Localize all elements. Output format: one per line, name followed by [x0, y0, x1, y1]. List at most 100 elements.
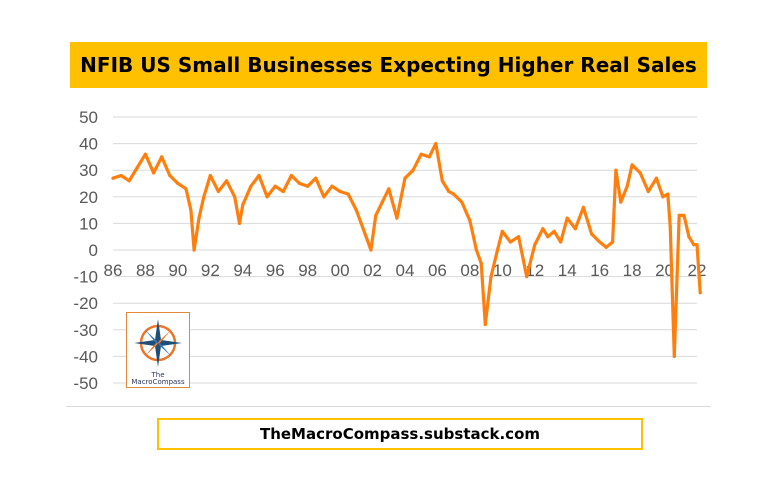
data-point: [525, 275, 529, 279]
data-point: [197, 216, 201, 220]
y-tick-label: 40: [79, 135, 98, 154]
data-point: [654, 176, 659, 180]
chart-title-banner: NFIB US Small Businesses Expecting Highe…: [70, 42, 707, 88]
data-point: [135, 165, 139, 170]
data-point: [468, 219, 472, 223]
data-point: [257, 173, 261, 178]
data-point: [411, 168, 415, 172]
y-tick-label: 50: [79, 108, 98, 127]
x-tick-label: 90: [168, 261, 187, 280]
data-point: [346, 192, 350, 196]
y-tick-label: -10: [73, 268, 98, 287]
macrocompass-logo: The MacroCompass: [126, 312, 190, 388]
x-tick-label: 96: [266, 261, 285, 280]
data-point: [208, 173, 212, 178]
y-tick-label: -50: [73, 374, 98, 393]
data-point: [573, 227, 577, 231]
data-point: [440, 179, 444, 183]
x-axis-ticks: 86 88 90 92 94 96 98 00 02 04 06 08 10 12 14 16 18 20 22: [104, 261, 707, 280]
data-point: [495, 248, 500, 252]
data-point: [541, 227, 545, 231]
data-point: [508, 240, 512, 244]
data-point: [241, 203, 245, 207]
data-point: [452, 192, 456, 196]
data-point: [152, 171, 156, 175]
data-point: [403, 176, 407, 180]
data-point: [625, 184, 629, 188]
gridlines: [113, 116, 697, 384]
data-point: [546, 235, 550, 239]
x-tick-label: 86: [104, 261, 123, 280]
data-point: [380, 200, 384, 204]
y-tick-label: -40: [73, 347, 98, 366]
data-point: [611, 240, 615, 244]
data-point: [619, 200, 623, 204]
data-point: [273, 184, 277, 188]
data-point: [306, 184, 310, 188]
y-tick-label: 0: [89, 241, 98, 260]
x-tick-label: 10: [493, 261, 512, 280]
data-point: [359, 221, 363, 225]
x-tick-label: 22: [688, 261, 707, 280]
x-tick-label: 92: [201, 261, 220, 280]
data-point: [630, 163, 634, 167]
y-tick-label: 30: [79, 161, 98, 180]
data-point: [189, 208, 193, 212]
x-tick-label: 20: [655, 261, 674, 280]
data-point: [265, 195, 269, 199]
x-tick-label: 02: [363, 261, 382, 280]
data-point: [289, 173, 293, 178]
data-point: [168, 173, 172, 178]
data-point: [434, 142, 438, 146]
data-point: [369, 248, 373, 252]
data-point: [517, 235, 521, 239]
y-tick-label: -20: [73, 294, 98, 313]
data-point: [500, 229, 504, 233]
data-point: [646, 189, 650, 194]
data-point: [354, 208, 358, 212]
data-point: [176, 181, 180, 186]
y-tick-label: 20: [79, 188, 98, 207]
data-point: [338, 189, 342, 194]
data-point: [395, 216, 399, 220]
x-tick-label: 94: [233, 261, 252, 280]
data-point: [111, 176, 115, 180]
x-tick-label: 16: [590, 261, 609, 280]
data-point: [427, 155, 431, 159]
logo-text-macrocompass: MacroCompass: [131, 378, 185, 386]
data-point: [364, 235, 368, 239]
data-point: [533, 243, 537, 247]
data-point: [322, 195, 326, 199]
data-point: [668, 224, 672, 228]
data-point: [672, 354, 676, 358]
x-tick-label: 14: [558, 261, 577, 280]
chart-title: NFIB US Small Businesses Expecting Highe…: [80, 53, 697, 77]
footer-banner: TheMacroCompass.substack.com: [157, 418, 643, 450]
data-point: [298, 181, 302, 186]
data-point: [552, 229, 556, 233]
data-point: [330, 184, 334, 188]
data-point: [374, 213, 378, 217]
data-point: [249, 184, 253, 188]
data-point: [419, 152, 423, 156]
data-point: [460, 200, 464, 204]
data-point: [143, 152, 147, 156]
data-point: [489, 275, 493, 279]
y-tick-label: 10: [79, 214, 98, 233]
footer-url: TheMacroCompass.substack.com: [259, 425, 541, 443]
x-tick-label: 18: [623, 261, 642, 280]
data-point: [692, 243, 696, 247]
data-point: [387, 187, 391, 191]
data-point: [202, 195, 206, 199]
data-point: [604, 245, 608, 249]
x-tick-label: 00: [331, 261, 350, 280]
plot-bottom-border: [66, 406, 711, 407]
data-point: [559, 240, 563, 244]
data-point: [614, 168, 618, 172]
data-point: [661, 195, 665, 199]
data-point: [666, 192, 670, 196]
data-point: [119, 173, 123, 178]
data-point: [698, 291, 702, 295]
data-point: [590, 232, 594, 236]
